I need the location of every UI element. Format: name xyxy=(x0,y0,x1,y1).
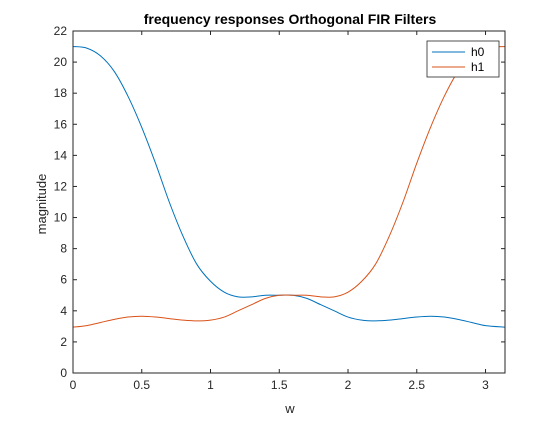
y-tick-label: 8 xyxy=(60,242,67,256)
x-tick-label: 2.5 xyxy=(408,378,425,392)
series-line-h1 xyxy=(73,46,505,328)
x-tick-label: 0 xyxy=(70,378,77,392)
chart-title: frequency responses Orthogonal FIR Filte… xyxy=(144,11,437,27)
x-tick-label: 1 xyxy=(207,378,214,392)
legend-label-h0: h0 xyxy=(471,45,485,59)
y-tick-label: 2 xyxy=(60,335,67,349)
x-tick-label: 2 xyxy=(345,378,352,392)
y-tick-label: 18 xyxy=(54,86,68,100)
x-tick-label: 3 xyxy=(482,378,489,392)
plot-background xyxy=(73,31,505,373)
y-tick-label: 16 xyxy=(54,117,68,131)
x-tick-label: 1.5 xyxy=(271,378,288,392)
legend-box xyxy=(426,40,500,78)
y-tick-label: 0 xyxy=(60,366,67,380)
y-tick-label: 14 xyxy=(54,148,68,162)
axes-box xyxy=(72,30,506,374)
y-tick-label: 10 xyxy=(54,211,68,225)
y-axis-label: magnitude xyxy=(34,174,49,235)
x-tick-label: 0.5 xyxy=(133,378,150,392)
x-axis-label: w xyxy=(284,401,295,416)
y-tick-label: 12 xyxy=(54,179,68,193)
y-tick-label: 22 xyxy=(54,24,68,38)
y-tick-label: 6 xyxy=(60,273,67,287)
legend-label-h1: h1 xyxy=(471,60,485,74)
y-tick-label: 20 xyxy=(54,55,68,69)
y-tick-label: 4 xyxy=(60,304,67,318)
